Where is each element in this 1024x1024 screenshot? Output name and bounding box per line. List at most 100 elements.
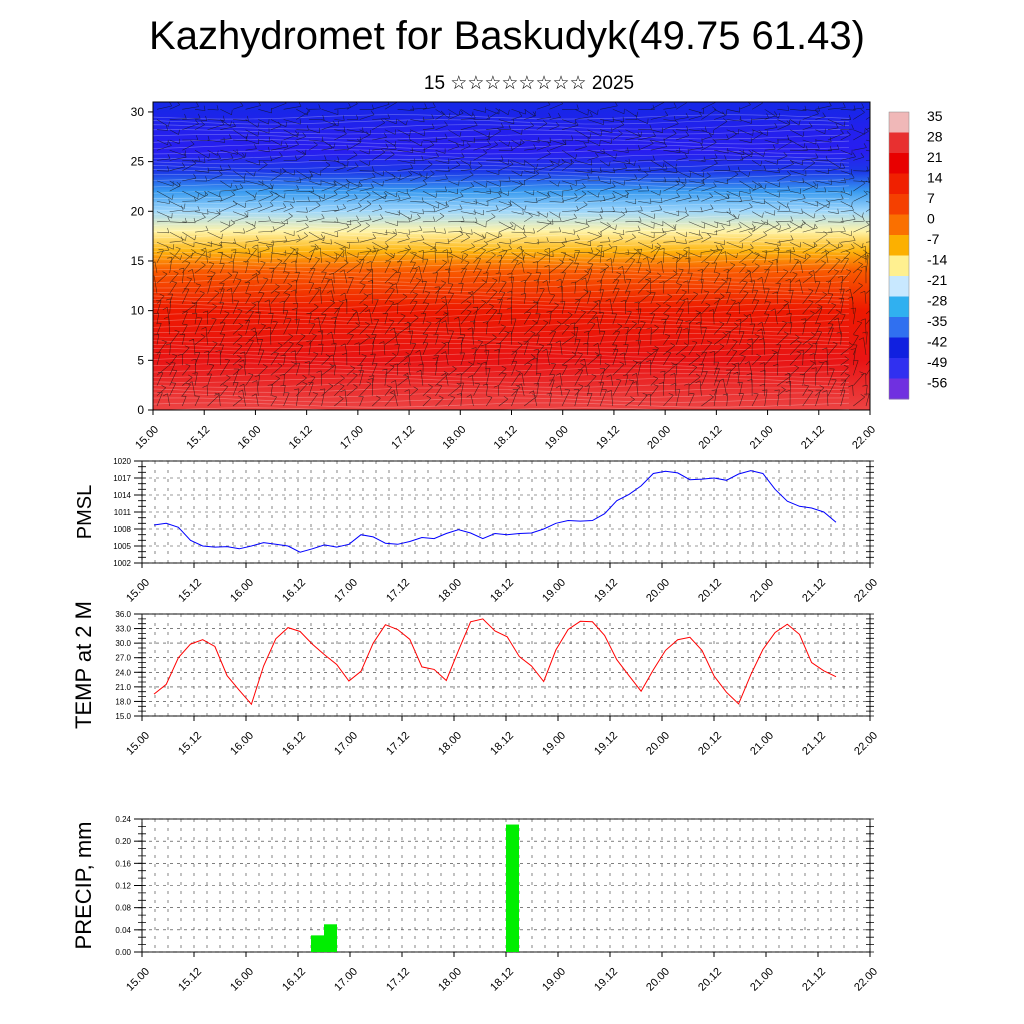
colorbar-label: -42 — [927, 334, 947, 350]
contour-line — [153, 352, 850, 358]
y-tick-label: 30.0 — [115, 639, 131, 648]
colorbar-label: -7 — [927, 231, 940, 247]
contour-line — [153, 402, 850, 408]
contour-line — [153, 278, 850, 284]
x-tick-label: 17.00 — [338, 424, 366, 452]
x-tick-label: 15.12 — [176, 966, 204, 994]
x-tick-label: 16.12 — [287, 424, 315, 452]
colorbar-swatch — [889, 194, 909, 215]
x-tick-label: 22.00 — [852, 577, 880, 605]
x-tick-label: 17.00 — [332, 730, 360, 758]
contour-line — [153, 268, 850, 274]
x-tick-label: 16.00 — [228, 577, 256, 605]
x-tick-label: 19.12 — [594, 424, 622, 452]
x-tick-label: 15.12 — [176, 730, 204, 758]
x-tick-label: 21.12 — [800, 577, 828, 605]
x-tick-label: 20.12 — [696, 730, 724, 758]
contour-line — [153, 213, 850, 219]
contour-line — [153, 243, 850, 249]
x-tick-label: 18.12 — [492, 424, 520, 452]
x-tick-label: 20.00 — [644, 966, 672, 994]
y-tick-label: 0.24 — [115, 815, 131, 824]
contour-line — [153, 233, 850, 239]
wind-barbs-layer — [153, 102, 870, 410]
x-tick-label: 16.00 — [228, 966, 256, 994]
contour-line — [153, 154, 850, 160]
contour-line — [153, 347, 850, 353]
precip-bar — [506, 824, 519, 952]
colorbar-label: -28 — [927, 293, 947, 309]
x-tick-label: 18.00 — [436, 730, 464, 758]
contour-line — [153, 164, 850, 170]
contour-line — [153, 178, 850, 185]
contour-line — [153, 198, 850, 204]
y-axis-label: TEMP at 2 M — [71, 601, 96, 729]
x-tick-label: 20.00 — [644, 730, 672, 758]
y-tick-label: 25 — [131, 155, 145, 169]
colorbar-legend: 35 28 21 14 7 0 -7 -14 -21 -28 -35 -42 -49 -56 — [888, 108, 947, 400]
x-tick-label: 18.00 — [436, 966, 464, 994]
x-tick-label: 18.00 — [436, 577, 464, 605]
y-tick-label: 1017 — [113, 474, 131, 483]
contour-line — [153, 332, 850, 339]
colorbar-swatch — [889, 153, 909, 174]
colorbar-swatch — [889, 276, 909, 297]
x-tick-label: 16.12 — [280, 966, 308, 994]
x-tick-label: 17.00 — [332, 966, 360, 994]
contour-line — [153, 387, 850, 393]
colorbar-label: -49 — [927, 354, 947, 370]
x-tick-label: 21.12 — [800, 966, 828, 994]
x-tick-label: 15.00 — [133, 424, 161, 452]
y-tick-label: 20 — [131, 204, 145, 218]
x-tick-label: 19.00 — [540, 730, 568, 758]
contour-line — [153, 218, 850, 224]
y-tick-label: 0.20 — [115, 837, 131, 846]
y-tick-label: 33.0 — [115, 625, 131, 634]
contour-line — [153, 392, 850, 398]
colorbar-swatch — [889, 112, 909, 133]
y-tick-label: 1020 — [113, 457, 131, 466]
colorbar-label: 28 — [927, 129, 943, 145]
contour-line — [153, 313, 850, 319]
plot-frame — [141, 613, 871, 717]
x-tick-label: 18.12 — [488, 966, 516, 994]
contour-line — [153, 124, 850, 130]
y-tick-label: 1011 — [114, 508, 132, 517]
x-tick-label: 17.12 — [389, 424, 417, 452]
contour-line — [153, 208, 850, 214]
colorbar-swatch — [889, 337, 909, 359]
y-tick-label: 0.08 — [115, 904, 131, 913]
contour-line — [153, 203, 850, 209]
colorbar-swatch — [889, 214, 909, 236]
colorbar-swatch — [889, 378, 909, 400]
x-tick-label: 16.12 — [280, 577, 308, 605]
contour-line — [153, 372, 850, 378]
x-tick-label: 19.12 — [592, 577, 620, 605]
y-axis-label: PMSL — [74, 485, 96, 539]
y-tick-label: 30 — [131, 105, 145, 119]
y-tick-label: 27.0 — [115, 654, 131, 663]
x-tick-label: 20.00 — [645, 424, 673, 452]
contour-line — [153, 407, 850, 410]
x-tick-label: 17.12 — [384, 966, 412, 994]
colorbar-label: -14 — [927, 252, 947, 268]
y-tick-label: 36.0 — [115, 610, 131, 619]
x-tick-label: 20.12 — [697, 424, 725, 452]
contour-line — [153, 258, 850, 264]
colorbar-swatch — [889, 358, 909, 379]
colorbar-swatch — [889, 317, 909, 338]
x-tick-label: 15.00 — [124, 730, 152, 758]
x-tick-label: 15.00 — [124, 966, 152, 994]
page-subtitle: 15 ☆☆☆☆☆☆☆☆ 2025 — [423, 73, 635, 94]
y-tick-label: 0.16 — [115, 859, 131, 868]
x-tick-label: 22.00 — [852, 730, 880, 758]
x-tick-label: 21.12 — [799, 424, 827, 452]
y-tick-label: 24.0 — [115, 668, 131, 677]
colorbar-label: -21 — [927, 272, 947, 288]
contour-line — [153, 288, 850, 294]
x-tick-label: 21.00 — [748, 577, 776, 605]
x-tick-label: 16.00 — [228, 730, 256, 758]
heatmap-field — [153, 102, 870, 410]
y-tick-label: 0.00 — [115, 948, 131, 957]
contour-line — [153, 119, 850, 125]
